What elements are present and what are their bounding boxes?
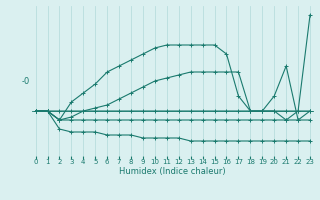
Y-axis label: -0: -0	[22, 76, 30, 86]
X-axis label: Humidex (Indice chaleur): Humidex (Indice chaleur)	[119, 167, 226, 176]
